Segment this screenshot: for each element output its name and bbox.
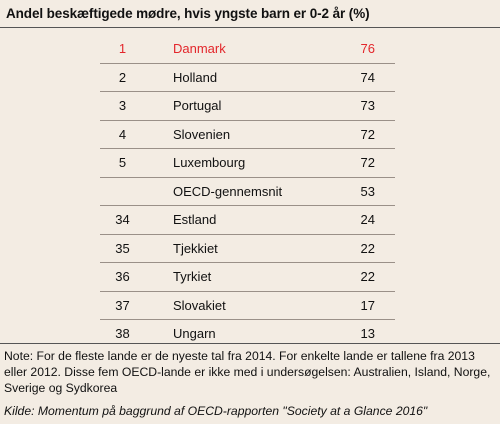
rank-cell: 37: [115, 297, 130, 313]
value-cell: 53: [360, 183, 375, 199]
value-cell: 73: [360, 98, 375, 113]
table-row: 37 Slovakiet 17: [100, 292, 395, 320]
rank-cell: 1: [118, 41, 127, 56]
source-line: Kilde: Momentum på baggrund af OECD-rapp…: [4, 404, 428, 418]
value-cell: 74: [360, 69, 375, 85]
value-cell: 22: [360, 240, 375, 256]
country-cell: Slovakiet: [173, 297, 226, 313]
table-row: 1 Danmark 76: [100, 35, 395, 64]
title-divider: [0, 27, 500, 28]
country-cell: Slovenien: [173, 126, 231, 142]
rank-cell: 38: [115, 326, 130, 341]
rank-cell: 35: [115, 240, 130, 256]
rank-cell: 2: [118, 69, 127, 85]
table-row: 35 Tjekkiet 22: [100, 235, 395, 263]
value-cell: 76: [360, 41, 375, 56]
table-row: 5 Luxembourg 72: [100, 149, 395, 178]
value-cell: 24: [360, 212, 375, 227]
rank-cell: 4: [118, 126, 127, 142]
value-cell: 72: [360, 155, 375, 170]
country-cell: Holland: [173, 69, 218, 85]
rank-cell: 34: [115, 212, 130, 227]
country-cell: Luxembourg: [173, 155, 246, 170]
table-row: 34 Estland 24: [100, 206, 395, 235]
table-row: 36 Tyrkiet 22: [100, 263, 395, 292]
rank-cell: 3: [118, 98, 127, 113]
country-cell: Ungarn: [173, 326, 216, 341]
value-cell: 17: [360, 297, 375, 313]
rank-cell: 36: [115, 269, 130, 284]
table-row: 38 Ungarn 13: [100, 320, 395, 348]
country-cell: Estland: [173, 212, 217, 227]
country-cell: Tjekkiet: [173, 240, 218, 256]
country-cell: Portugal: [173, 98, 222, 113]
ranking-table: 1 Danmark 76 2 Holland 74 3 Portugal 73 4 Slovenie…: [100, 35, 395, 348]
table-row: 2 Holland 74: [100, 64, 395, 92]
table-row: 3 Portugal 73: [100, 92, 395, 121]
value-cell: 22: [360, 269, 375, 284]
value-cell: 72: [360, 126, 375, 142]
country-cell: Tyrkiet: [173, 269, 212, 284]
table-row: 4 Slovenien 72: [100, 121, 395, 149]
rank-cell: 5: [118, 155, 127, 170]
country-cell: OECD-gennemsnit: [173, 183, 283, 199]
value-cell: 13: [360, 326, 375, 341]
footnote: Note: For de fleste lande er de nyeste t…: [4, 349, 491, 395]
footer-divider: [0, 343, 500, 344]
table-row: OECD-gennemsnit 53: [100, 178, 395, 206]
country-cell: Danmark: [173, 41, 226, 56]
page-title: Andel beskæftigede mødre, hvis yngste ba…: [6, 6, 370, 21]
